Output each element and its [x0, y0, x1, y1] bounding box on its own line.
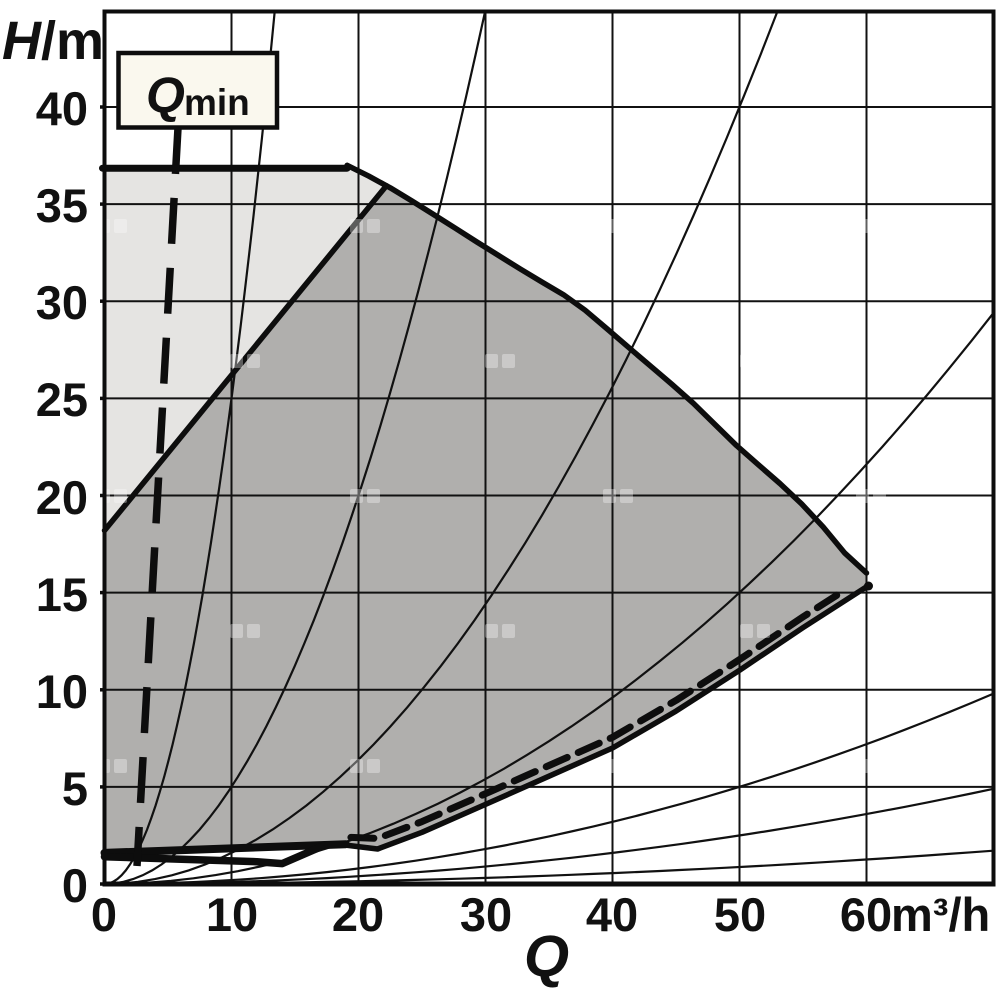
svg-text:20: 20: [36, 471, 88, 524]
svg-text:30: 30: [460, 888, 512, 941]
svg-text:0: 0: [62, 859, 88, 912]
svg-text:40: 40: [36, 82, 88, 135]
svg-text:H/m: H/m: [2, 11, 104, 71]
svg-text:Q: Q: [146, 67, 185, 123]
svg-text:10: 10: [206, 888, 258, 941]
svg-text:20: 20: [332, 888, 384, 941]
svg-text:0: 0: [91, 888, 117, 941]
svg-text:30: 30: [36, 276, 88, 329]
svg-text:60: 60: [840, 888, 892, 941]
svg-text:50: 50: [714, 888, 766, 941]
svg-text:Q: Q: [524, 924, 569, 989]
svg-text:25: 25: [36, 373, 88, 426]
svg-text:m³/h: m³/h: [891, 888, 990, 941]
svg-text:40: 40: [586, 888, 638, 941]
svg-text:10: 10: [36, 665, 88, 718]
svg-text:35: 35: [36, 179, 88, 232]
svg-text:5: 5: [62, 762, 88, 815]
svg-text:min: min: [184, 82, 250, 123]
svg-text:15: 15: [36, 568, 88, 621]
